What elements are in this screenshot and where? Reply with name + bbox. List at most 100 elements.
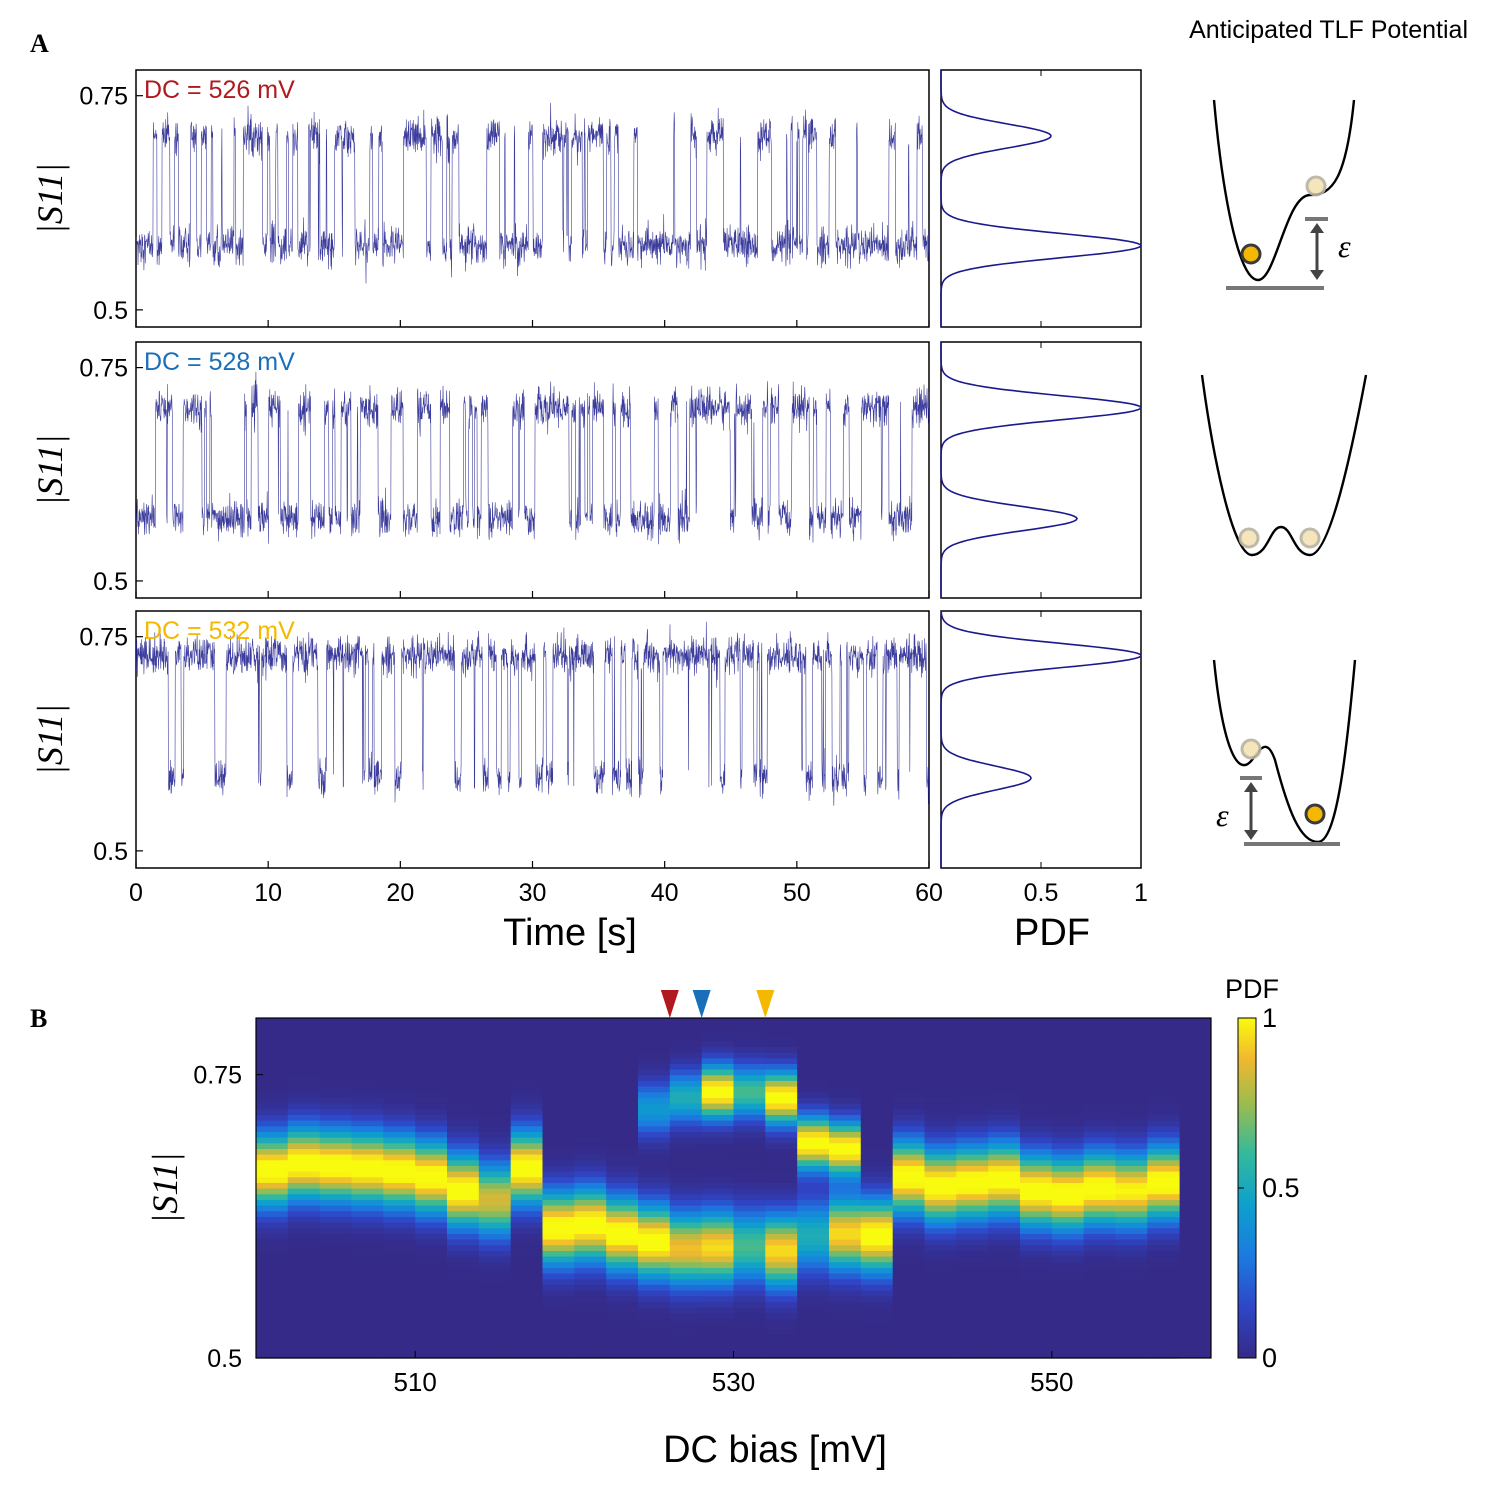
heatmap-cell <box>988 1154 1021 1161</box>
heatmap-cell <box>415 1120 448 1127</box>
heatmap-cell <box>574 1069 607 1076</box>
heatmap-cell <box>1115 1199 1148 1206</box>
heatmap-cell <box>1051 1352 1085 1359</box>
heatmap-cell <box>1115 1176 1148 1183</box>
heatmap-cell <box>765 1091 798 1098</box>
heatmap-cell <box>701 1159 734 1166</box>
heatmap-cell <box>383 1312 416 1319</box>
heatmap-cell <box>351 1040 384 1047</box>
heatmap-cell <box>892 1120 925 1127</box>
heatmap-cell <box>638 1114 671 1121</box>
heatmap-cell <box>797 1046 830 1053</box>
heatmap-cell <box>478 1244 512 1251</box>
heatmap-cell <box>797 1210 830 1217</box>
heatmap-cell <box>447 1052 480 1059</box>
heatmap-cell <box>351 1261 384 1268</box>
heatmap-cell <box>797 1261 830 1268</box>
heatmap-cell <box>447 1171 480 1178</box>
heatmap-cell <box>415 1193 448 1200</box>
heatmap-cell <box>765 1199 798 1206</box>
heatmap-cell <box>256 1307 289 1314</box>
heatmap-cell <box>1115 1290 1148 1297</box>
heatmap-cell <box>478 1233 512 1240</box>
heatmap-cell <box>765 1324 798 1331</box>
heatmap-cell <box>287 1103 321 1110</box>
heatmap-cell <box>1020 1329 1053 1336</box>
heatmap-cell <box>351 1205 384 1212</box>
heatmap-cell <box>701 1057 734 1064</box>
heatmap-cell <box>1083 1329 1116 1336</box>
heatmap-cell <box>351 1069 384 1076</box>
heatmap-cell <box>478 1188 512 1195</box>
heatmap-cell <box>1083 1137 1116 1144</box>
heatmap-cell <box>669 1290 703 1297</box>
heatmap-cell <box>351 1074 384 1081</box>
heatmap-cell <box>415 1165 448 1172</box>
heatmap-cell <box>638 1295 671 1302</box>
heatmap-cell <box>1020 1063 1053 1070</box>
heatmap-cell <box>733 1256 766 1263</box>
heatmap-cell <box>1115 1239 1148 1246</box>
heatmap-cell <box>574 1256 607 1263</box>
heatmap-cell <box>924 1307 957 1314</box>
heatmap-cell <box>510 1284 543 1291</box>
heatmap-cell <box>447 1210 480 1217</box>
heatmap-cell <box>1020 1154 1053 1161</box>
heatmap-cell <box>892 1052 925 1059</box>
heatmap-cell <box>988 1148 1021 1155</box>
heatmap-cell <box>669 1267 703 1274</box>
heatmap-cell <box>1115 1346 1148 1353</box>
heatmap-cell <box>256 1114 289 1121</box>
heatmap-cell <box>510 1346 543 1353</box>
heatmap-cell <box>478 1227 512 1234</box>
heatmap-cell <box>510 1052 543 1059</box>
heatmap-cell <box>733 1267 766 1274</box>
heatmap-cell <box>669 1159 703 1166</box>
heatmap-cell <box>1115 1318 1148 1325</box>
heatmap-cell <box>797 1239 830 1246</box>
heatmap-cell <box>829 1261 862 1268</box>
heatmap-cell <box>1051 1244 1085 1251</box>
heatmap-cell <box>447 1341 480 1348</box>
heatmap-cell <box>1083 1171 1116 1178</box>
particle <box>1305 175 1327 197</box>
heatmap-cell <box>829 1074 862 1081</box>
heatmap-cell <box>1083 1018 1116 1025</box>
heatmap-cell <box>256 1108 289 1115</box>
heatmap-cell <box>415 1324 448 1331</box>
heatmap-cell <box>638 1040 671 1047</box>
heatmap-cell <box>383 1346 416 1353</box>
heatmap-cell <box>797 1295 830 1302</box>
heatmap-cell <box>924 1352 957 1359</box>
heatmap-cell <box>1147 1069 1180 1076</box>
heatmap-cell <box>1083 1091 1116 1098</box>
heatmap-cell <box>765 1295 798 1302</box>
heatmap-cell <box>733 1063 766 1070</box>
heatmap-cell <box>606 1052 639 1059</box>
heatmap-cell <box>860 1103 894 1110</box>
trace-ylabel-text: |S11| <box>30 704 70 775</box>
heatmap-cell <box>574 1142 607 1149</box>
heatmap-cell <box>701 1290 734 1297</box>
heatmap-cell <box>574 1018 607 1025</box>
heatmap-cell <box>606 1244 639 1251</box>
heatmap-cell <box>669 1018 703 1025</box>
heatmap-cell <box>638 1154 671 1161</box>
heatmap-cell <box>1051 1125 1085 1132</box>
heatmap-cell <box>1083 1114 1116 1121</box>
heatmap-cell <box>510 1125 543 1132</box>
heatmap-cell <box>606 1171 639 1178</box>
heatmap-cell <box>574 1324 607 1331</box>
heatmap-cell <box>797 1307 830 1314</box>
heatmap-cell <box>669 1278 703 1285</box>
heatmap-cell <box>1115 1267 1148 1274</box>
heatmap-cell <box>988 1273 1021 1280</box>
heatmap-cell <box>765 1227 798 1234</box>
heatmap-cell <box>319 1108 352 1115</box>
heatmap-cell <box>287 1210 321 1217</box>
heatmap-cell <box>638 1097 671 1104</box>
heatmap-cell <box>510 1329 543 1336</box>
heatmap-cell <box>447 1080 480 1087</box>
dc-marker <box>660 990 679 1018</box>
heatmap-cell <box>606 1137 639 1144</box>
